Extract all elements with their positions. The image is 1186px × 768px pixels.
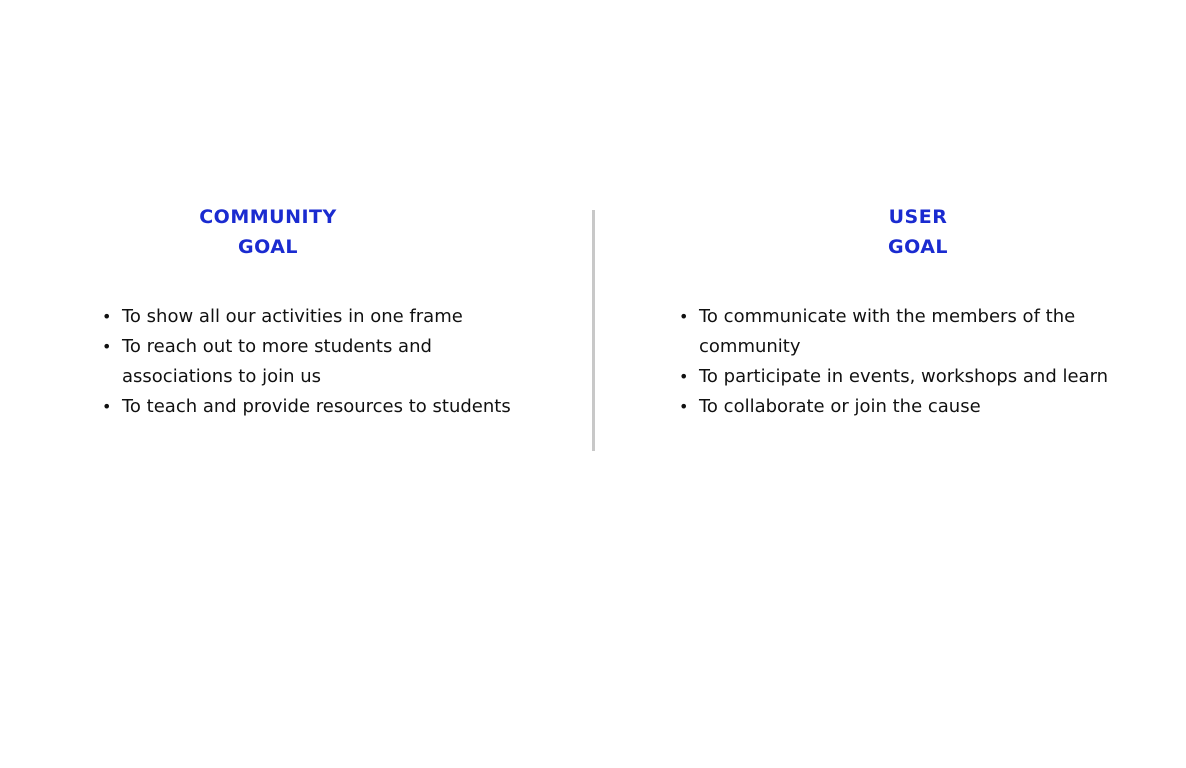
bullet-icon: • [679, 367, 689, 386]
list-item: • To teach and provide resources to stud… [102, 392, 522, 422]
user-goal-item-text: To collaborate or join the cause [699, 396, 981, 417]
community-goal-heading-line2: GOAL [237, 236, 299, 258]
list-item: • To participate in events, workshops an… [679, 362, 1109, 392]
community-goal-list: • To show all our activities in one fram… [102, 302, 522, 422]
bullet-icon: • [102, 307, 112, 326]
bullet-icon: • [102, 397, 112, 416]
community-goal-heading-line1: COMMUNITY [199, 206, 337, 228]
community-goal-item-text: To show all our activities in one frame [122, 306, 463, 327]
list-item: • To communicate with the members of the… [679, 302, 1109, 362]
bullet-icon: • [679, 397, 689, 416]
user-goal-heading-line1: USER [888, 206, 948, 228]
user-goal-list: • To communicate with the members of the… [679, 302, 1109, 422]
community-goal-heading: COMMUNITY GOAL [168, 202, 368, 262]
user-goal-heading: USER GOAL [818, 202, 1018, 262]
list-item: • To collaborate or join the cause [679, 392, 1109, 422]
column-divider [592, 210, 595, 451]
bullet-icon: • [102, 337, 112, 356]
list-item: • To reach out to more students and asso… [102, 332, 522, 392]
user-goal-item-text: To communicate with the members of the c… [699, 306, 1076, 357]
user-goal-item-text: To participate in events, workshops and … [699, 366, 1109, 387]
community-goal-item-text: To reach out to more students and associ… [122, 336, 432, 387]
bullet-icon: • [679, 307, 689, 326]
list-item: • To show all our activities in one fram… [102, 302, 522, 332]
community-goal-item-text: To teach and provide resources to studen… [122, 396, 511, 417]
user-goal-heading-line2: GOAL [887, 236, 949, 258]
